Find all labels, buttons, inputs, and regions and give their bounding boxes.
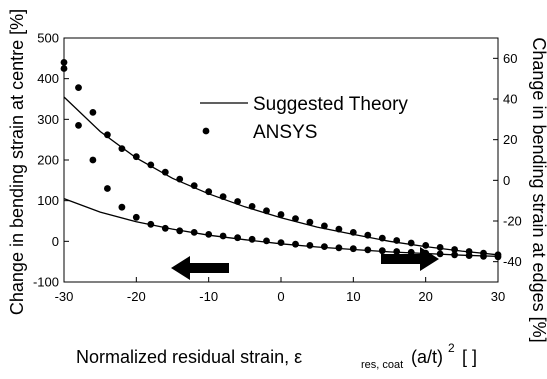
x-tick-label: -20 (127, 289, 146, 304)
ansys-point (393, 237, 401, 244)
ansys-point (132, 213, 140, 221)
x-axis-title-tail: (a/t) (411, 347, 443, 367)
ansys-point (364, 231, 372, 239)
x-tick-label: 0 (277, 289, 284, 304)
left-arrow-annotation (171, 256, 229, 280)
ansys-point (89, 156, 97, 164)
y-left-tick-label: 400 (37, 71, 59, 86)
ansys-point (118, 145, 126, 153)
y-left-tick-label: 100 (37, 193, 59, 208)
y-left-tick-label: 0 (52, 234, 59, 249)
y-left-tick-label: 500 (37, 31, 59, 46)
y-right-tick-label: 40 (503, 92, 517, 107)
ansys-point (205, 188, 213, 196)
legend-dot-swatch (202, 127, 210, 135)
ansys-point (277, 211, 285, 218)
ansys-point (60, 65, 68, 72)
ansys-point (407, 239, 415, 247)
ansys-point (393, 248, 401, 255)
ansys-point (292, 215, 299, 223)
ansys-point (205, 231, 213, 238)
x-tick-label: -10 (199, 289, 218, 304)
x-tick-label: 20 (418, 289, 432, 304)
left-arrow-icon (171, 256, 229, 280)
ansys-point (234, 198, 242, 205)
ansys-point (147, 161, 155, 169)
ansys-point (263, 237, 270, 245)
y-left-tick-label: 200 (37, 153, 59, 168)
ansys-point (75, 122, 82, 129)
ansys-point (465, 252, 473, 259)
ansys-point (335, 225, 343, 233)
ansys-point (89, 109, 97, 116)
right-arrow-icon (381, 247, 439, 271)
ansys-point (422, 242, 430, 249)
y-right-tick-label: 20 (503, 132, 517, 147)
ansys-point (176, 227, 184, 235)
x-tick-label: 10 (346, 289, 360, 304)
x-tick-label: -30 (55, 289, 74, 304)
series-layer (60, 59, 502, 261)
ansys-point (248, 235, 256, 243)
ansys-point (161, 168, 169, 176)
ansys-point (248, 203, 256, 210)
y-right-tick-label: 60 (503, 51, 517, 66)
ansys-point (190, 229, 198, 236)
legend-label-ansys: ANSYS (253, 122, 317, 143)
ansys-point (349, 229, 357, 236)
ansys-point (451, 251, 458, 259)
ansys-point (480, 253, 487, 260)
theory-curve-0 (63, 96, 499, 256)
ansys-point (306, 218, 314, 226)
ansys-point (147, 220, 155, 228)
ansys-point (161, 224, 169, 232)
ansys-point (219, 232, 227, 240)
ansys-point (292, 240, 299, 248)
ansys-point (306, 242, 314, 249)
ansys-point (378, 247, 386, 255)
ansys-point (335, 244, 343, 252)
y-right-tick-label: 0 (503, 173, 510, 188)
ansys-point (190, 182, 198, 190)
ansys-point (219, 193, 227, 201)
x-tick-label: 30 (491, 289, 505, 304)
ansys-point (364, 246, 372, 254)
y-right-tick-label: -20 (503, 214, 522, 229)
ansys-point (104, 131, 111, 139)
ansys-point (378, 234, 386, 242)
legend: Suggested Theory ANSYS (200, 94, 408, 143)
y-left-tick-label: -100 (33, 275, 59, 290)
ansys-point (321, 243, 328, 251)
ansys-point (60, 59, 68, 66)
ansys-point (349, 245, 357, 253)
x-axis-title-superscript: 2 (448, 341, 455, 355)
ansys-point (436, 244, 444, 251)
ansys-point (321, 222, 328, 230)
x-axis-title: Normalized residual strain, ε res, coat … (76, 341, 477, 371)
legend-label-theory: Suggested Theory (253, 94, 408, 115)
tick-labels: -30 -20 -10 0 10 20 30-1000100200300400500-40-… (33, 31, 522, 305)
ansys-point (277, 239, 285, 247)
ansys-point (436, 250, 444, 258)
ansys-point (118, 203, 126, 211)
right-arrow-annotation (381, 247, 439, 271)
ansys-point (451, 246, 458, 253)
ansys-point (234, 234, 242, 242)
ansys-point (132, 153, 140, 161)
x-axis-title-unit: [ ] (462, 347, 477, 367)
y-left-tick-label: 300 (37, 112, 59, 127)
ansys-point (263, 207, 270, 215)
x-axis-title-subscript: res, coat (361, 359, 403, 371)
ansys-point (494, 253, 502, 261)
x-axis-title-main: Normalized residual strain, ε (76, 347, 302, 367)
ansys-point (104, 185, 111, 192)
ansys-point (176, 175, 184, 183)
ansys-point (75, 84, 82, 91)
y-axis-right-title: Change in bending strain at edges [%] (529, 37, 547, 342)
y-axis-left-title: Change in bending strain at centre [%] (7, 9, 27, 315)
y-right-tick-label: -40 (503, 254, 522, 269)
